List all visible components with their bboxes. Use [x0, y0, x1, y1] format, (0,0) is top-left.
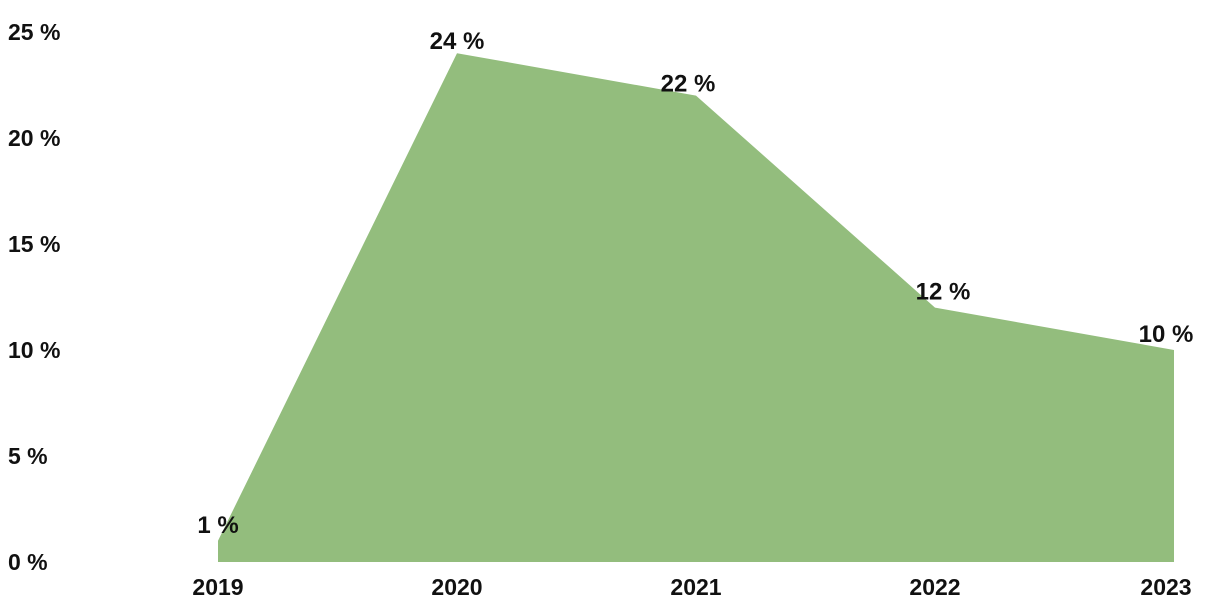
- area-series-fill: [218, 53, 1174, 562]
- y-tick-label: 15 %: [8, 231, 60, 257]
- y-tick-label: 25 %: [8, 19, 60, 45]
- data-label: 1 %: [197, 512, 238, 539]
- data-label: 12 %: [916, 279, 971, 306]
- data-label: 10 %: [1139, 321, 1194, 348]
- x-axis-ticks: 2019 2020 2021 2022 2023: [192, 574, 1191, 600]
- x-tick-label: 2020: [431, 574, 482, 600]
- y-tick-label: 10 %: [8, 337, 60, 363]
- y-tick-label: 0 %: [8, 549, 48, 575]
- x-tick-label: 2019: [192, 574, 243, 600]
- x-tick-label: 2021: [670, 574, 721, 600]
- data-label: 24 %: [430, 28, 485, 55]
- y-tick-label: 5 %: [8, 443, 48, 469]
- x-tick-label: 2022: [909, 574, 960, 600]
- y-axis-ticks: 0 % 5 % 10 % 15 % 20 % 25 %: [8, 19, 60, 575]
- data-labels: 1 % 24 % 22 % 12 % 10 %: [197, 28, 1193, 539]
- x-tick-label: 2023: [1140, 574, 1191, 600]
- area-layer: [218, 53, 1174, 562]
- data-label: 22 %: [661, 71, 716, 98]
- y-tick-label: 20 %: [8, 125, 60, 151]
